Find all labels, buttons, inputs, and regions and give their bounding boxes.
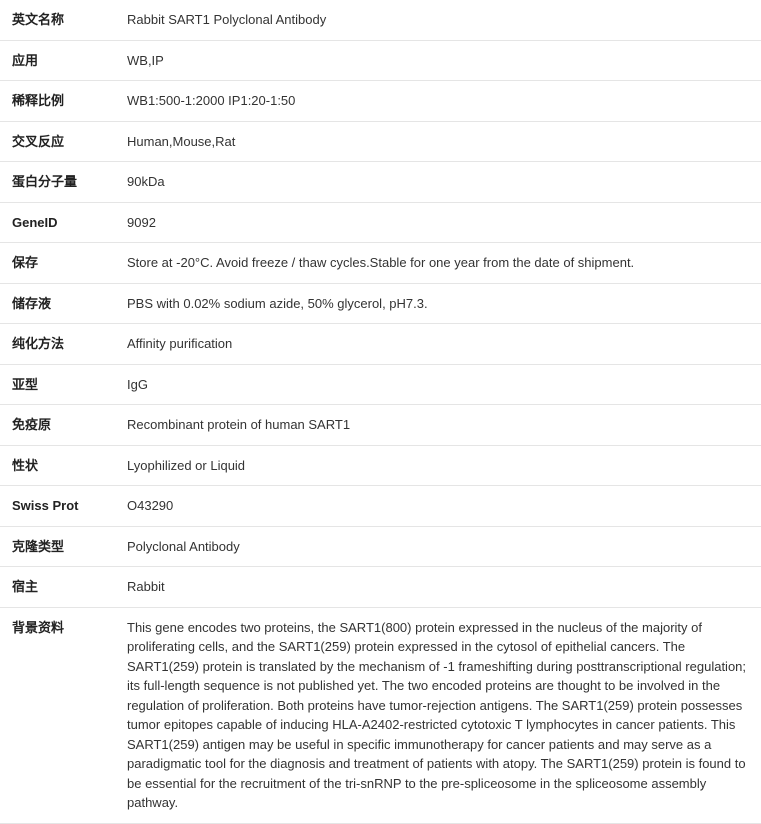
row-label: 性状 (0, 445, 115, 486)
table-row: 纯化方法Affinity purification (0, 324, 761, 365)
row-value: Human,Mouse,Rat (115, 121, 761, 162)
table-row: 免疫原Recombinant protein of human SART1 (0, 405, 761, 446)
table-row: 应用WB,IP (0, 40, 761, 81)
row-label: 亚型 (0, 364, 115, 405)
row-value: Store at -20°C. Avoid freeze / thaw cycl… (115, 243, 761, 284)
row-value: Recombinant protein of human SART1 (115, 405, 761, 446)
row-label: Swiss Prot (0, 486, 115, 527)
row-value: Rabbit (115, 567, 761, 608)
row-label: 稀释比例 (0, 81, 115, 122)
row-value: PBS with 0.02% sodium azide, 50% glycero… (115, 283, 761, 324)
row-value: Rabbit SART1 Polyclonal Antibody (115, 0, 761, 40)
row-value: O43290 (115, 486, 761, 527)
row-value: IgG (115, 364, 761, 405)
row-label: 蛋白分子量 (0, 162, 115, 203)
table-row: 稀释比例WB1:500-1:2000 IP1:20-1:50 (0, 81, 761, 122)
table-row: 宿主Rabbit (0, 567, 761, 608)
row-label: 应用 (0, 40, 115, 81)
table-row: 性状Lyophilized or Liquid (0, 445, 761, 486)
row-value: 90kDa (115, 162, 761, 203)
row-value: 9092 (115, 202, 761, 243)
row-label: 保存 (0, 243, 115, 284)
row-label: 纯化方法 (0, 324, 115, 365)
table-row: 蛋白分子量90kDa (0, 162, 761, 203)
table-row: 英文名称Rabbit SART1 Polyclonal Antibody (0, 0, 761, 40)
row-value: Lyophilized or Liquid (115, 445, 761, 486)
table-row: 储存液PBS with 0.02% sodium azide, 50% glyc… (0, 283, 761, 324)
table-row: 克隆类型Polyclonal Antibody (0, 526, 761, 567)
row-label: 克隆类型 (0, 526, 115, 567)
table-row: 交叉反应Human,Mouse,Rat (0, 121, 761, 162)
row-value: This gene encodes two proteins, the SART… (115, 607, 761, 823)
spec-tbody: 英文名称Rabbit SART1 Polyclonal Antibody应用WB… (0, 0, 761, 823)
row-value: WB,IP (115, 40, 761, 81)
row-value: Affinity purification (115, 324, 761, 365)
row-label: 英文名称 (0, 0, 115, 40)
row-value: Polyclonal Antibody (115, 526, 761, 567)
row-label: 宿主 (0, 567, 115, 608)
table-row: 保存Store at -20°C. Avoid freeze / thaw cy… (0, 243, 761, 284)
table-row: Swiss ProtO43290 (0, 486, 761, 527)
row-label: 交叉反应 (0, 121, 115, 162)
row-label: GeneID (0, 202, 115, 243)
row-label: 储存液 (0, 283, 115, 324)
table-row: GeneID9092 (0, 202, 761, 243)
row-label: 免疫原 (0, 405, 115, 446)
row-label: 背景资料 (0, 607, 115, 823)
table-row: 亚型IgG (0, 364, 761, 405)
spec-table: 英文名称Rabbit SART1 Polyclonal Antibody应用WB… (0, 0, 761, 824)
table-row: 背景资料This gene encodes two proteins, the … (0, 607, 761, 823)
row-value: WB1:500-1:2000 IP1:20-1:50 (115, 81, 761, 122)
